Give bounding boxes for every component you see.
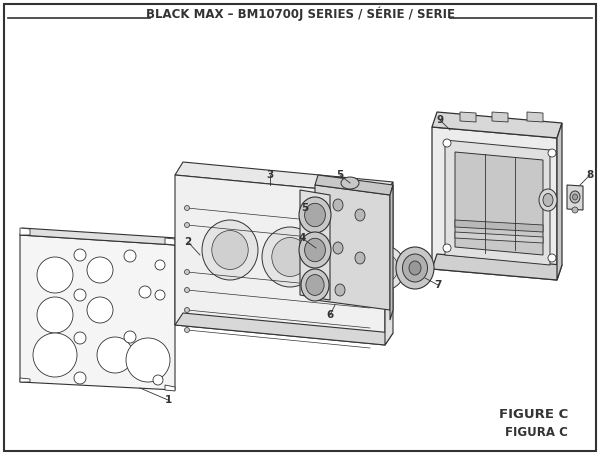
- Text: 2: 2: [184, 237, 191, 247]
- FancyBboxPatch shape: [4, 4, 596, 451]
- Text: 5: 5: [301, 203, 308, 213]
- Text: BLACK MAX – BM10700J SERIES / SÉRIE / SERIE: BLACK MAX – BM10700J SERIES / SÉRIE / SE…: [146, 7, 455, 21]
- Ellipse shape: [87, 297, 113, 323]
- Polygon shape: [385, 182, 393, 345]
- Ellipse shape: [333, 199, 343, 211]
- Ellipse shape: [153, 375, 163, 385]
- Polygon shape: [432, 112, 562, 138]
- Ellipse shape: [332, 244, 368, 283]
- Polygon shape: [300, 190, 330, 300]
- Ellipse shape: [124, 250, 136, 262]
- Polygon shape: [492, 112, 508, 122]
- Text: FIGURA C: FIGURA C: [505, 425, 568, 439]
- Text: 1: 1: [164, 395, 172, 405]
- Ellipse shape: [572, 207, 578, 213]
- Polygon shape: [455, 232, 543, 243]
- Ellipse shape: [124, 331, 136, 343]
- Polygon shape: [432, 127, 557, 280]
- Ellipse shape: [335, 284, 345, 296]
- Ellipse shape: [212, 231, 248, 269]
- Ellipse shape: [443, 139, 451, 147]
- Text: 4: 4: [298, 233, 305, 243]
- Ellipse shape: [322, 234, 378, 294]
- Polygon shape: [20, 235, 175, 390]
- Text: 7: 7: [434, 280, 442, 290]
- Ellipse shape: [87, 257, 113, 283]
- Polygon shape: [20, 378, 30, 382]
- Ellipse shape: [299, 232, 331, 268]
- Polygon shape: [165, 238, 175, 245]
- Ellipse shape: [37, 297, 73, 333]
- Ellipse shape: [396, 247, 434, 289]
- Polygon shape: [445, 140, 550, 265]
- Text: 8: 8: [586, 170, 593, 180]
- Ellipse shape: [341, 177, 359, 189]
- Ellipse shape: [185, 269, 190, 274]
- Ellipse shape: [548, 149, 556, 157]
- Ellipse shape: [139, 286, 151, 298]
- Polygon shape: [175, 175, 385, 345]
- Polygon shape: [460, 112, 476, 122]
- Ellipse shape: [185, 206, 190, 211]
- Ellipse shape: [74, 249, 86, 261]
- Text: 9: 9: [436, 115, 443, 125]
- Polygon shape: [557, 123, 562, 280]
- Ellipse shape: [74, 372, 86, 384]
- Polygon shape: [315, 185, 390, 310]
- Polygon shape: [455, 220, 543, 232]
- Ellipse shape: [97, 337, 133, 373]
- Ellipse shape: [403, 254, 427, 282]
- Ellipse shape: [305, 203, 325, 227]
- Ellipse shape: [272, 238, 308, 277]
- Ellipse shape: [301, 269, 329, 301]
- Ellipse shape: [372, 254, 398, 282]
- Ellipse shape: [355, 252, 365, 264]
- Ellipse shape: [539, 189, 557, 211]
- Ellipse shape: [126, 338, 170, 382]
- Ellipse shape: [543, 193, 553, 207]
- Ellipse shape: [570, 191, 580, 203]
- Ellipse shape: [155, 260, 165, 270]
- Polygon shape: [390, 185, 393, 320]
- Polygon shape: [455, 152, 543, 255]
- Ellipse shape: [443, 244, 451, 252]
- Ellipse shape: [299, 197, 331, 233]
- Ellipse shape: [185, 288, 190, 293]
- Ellipse shape: [33, 333, 77, 377]
- Ellipse shape: [185, 308, 190, 313]
- Text: FIGURE C: FIGURE C: [499, 409, 568, 421]
- Ellipse shape: [333, 242, 343, 254]
- Polygon shape: [20, 228, 177, 245]
- Polygon shape: [432, 254, 562, 280]
- Polygon shape: [315, 175, 393, 195]
- Polygon shape: [527, 112, 543, 122]
- Text: 3: 3: [266, 170, 274, 180]
- Ellipse shape: [355, 209, 365, 221]
- Ellipse shape: [572, 194, 577, 200]
- Polygon shape: [20, 228, 30, 235]
- Ellipse shape: [185, 328, 190, 333]
- Text: 5: 5: [337, 170, 344, 180]
- Ellipse shape: [548, 254, 556, 262]
- Polygon shape: [567, 185, 583, 210]
- Ellipse shape: [37, 257, 73, 293]
- Ellipse shape: [306, 275, 324, 295]
- Ellipse shape: [305, 238, 325, 262]
- Ellipse shape: [74, 332, 86, 344]
- Ellipse shape: [202, 220, 258, 280]
- Text: 6: 6: [326, 310, 334, 320]
- Ellipse shape: [409, 261, 421, 275]
- Ellipse shape: [185, 222, 190, 228]
- Ellipse shape: [74, 289, 86, 301]
- Polygon shape: [175, 313, 393, 345]
- Polygon shape: [175, 162, 393, 195]
- Ellipse shape: [155, 290, 165, 300]
- Ellipse shape: [262, 227, 318, 287]
- Ellipse shape: [365, 246, 405, 290]
- Polygon shape: [165, 385, 175, 391]
